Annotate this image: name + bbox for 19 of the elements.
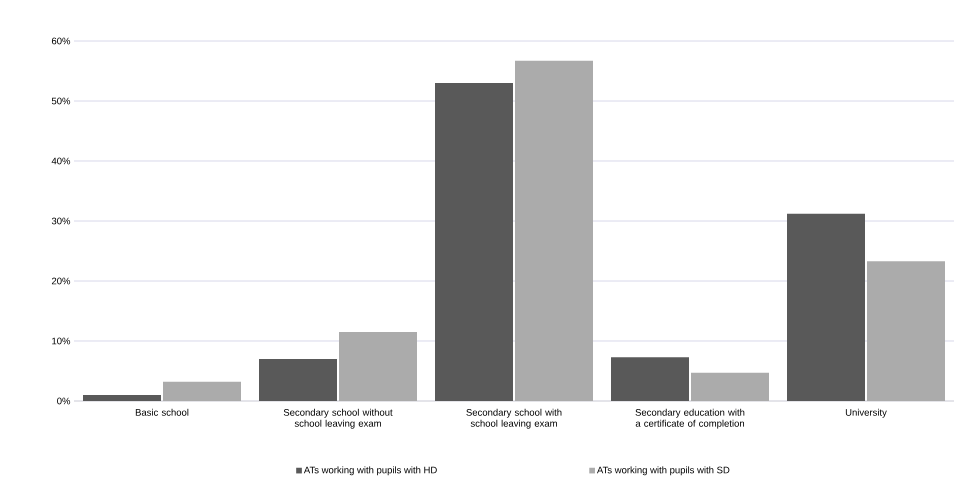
bar	[435, 83, 514, 401]
x-tick-label: Secondary school without school leaving exam	[284, 408, 393, 429]
y-tick-label: 10%	[52, 338, 70, 344]
legend-label: ATs working with pupils with HD	[304, 466, 437, 476]
bar	[787, 214, 866, 401]
x-tick-label: Secondary education with a certificate of completion	[636, 408, 744, 429]
y-tick-label: 0%	[57, 398, 70, 404]
y-tick-label: 20%	[52, 278, 70, 284]
x-tick-label: Secondary school with school leaving exam	[466, 408, 562, 429]
legend-label: ATs working with pupils with SD	[596, 466, 730, 476]
bar	[611, 357, 690, 401]
bar	[259, 359, 337, 401]
y-tick-label: 30%	[52, 218, 70, 224]
y-tick-label: 60%	[52, 38, 70, 44]
bar	[83, 395, 161, 401]
x-tick-label: Basic school	[136, 408, 188, 416]
y-tick-label: 50%	[52, 98, 70, 104]
y-tick-label: 40%	[52, 158, 70, 164]
x-tick-label: University	[846, 408, 887, 418]
